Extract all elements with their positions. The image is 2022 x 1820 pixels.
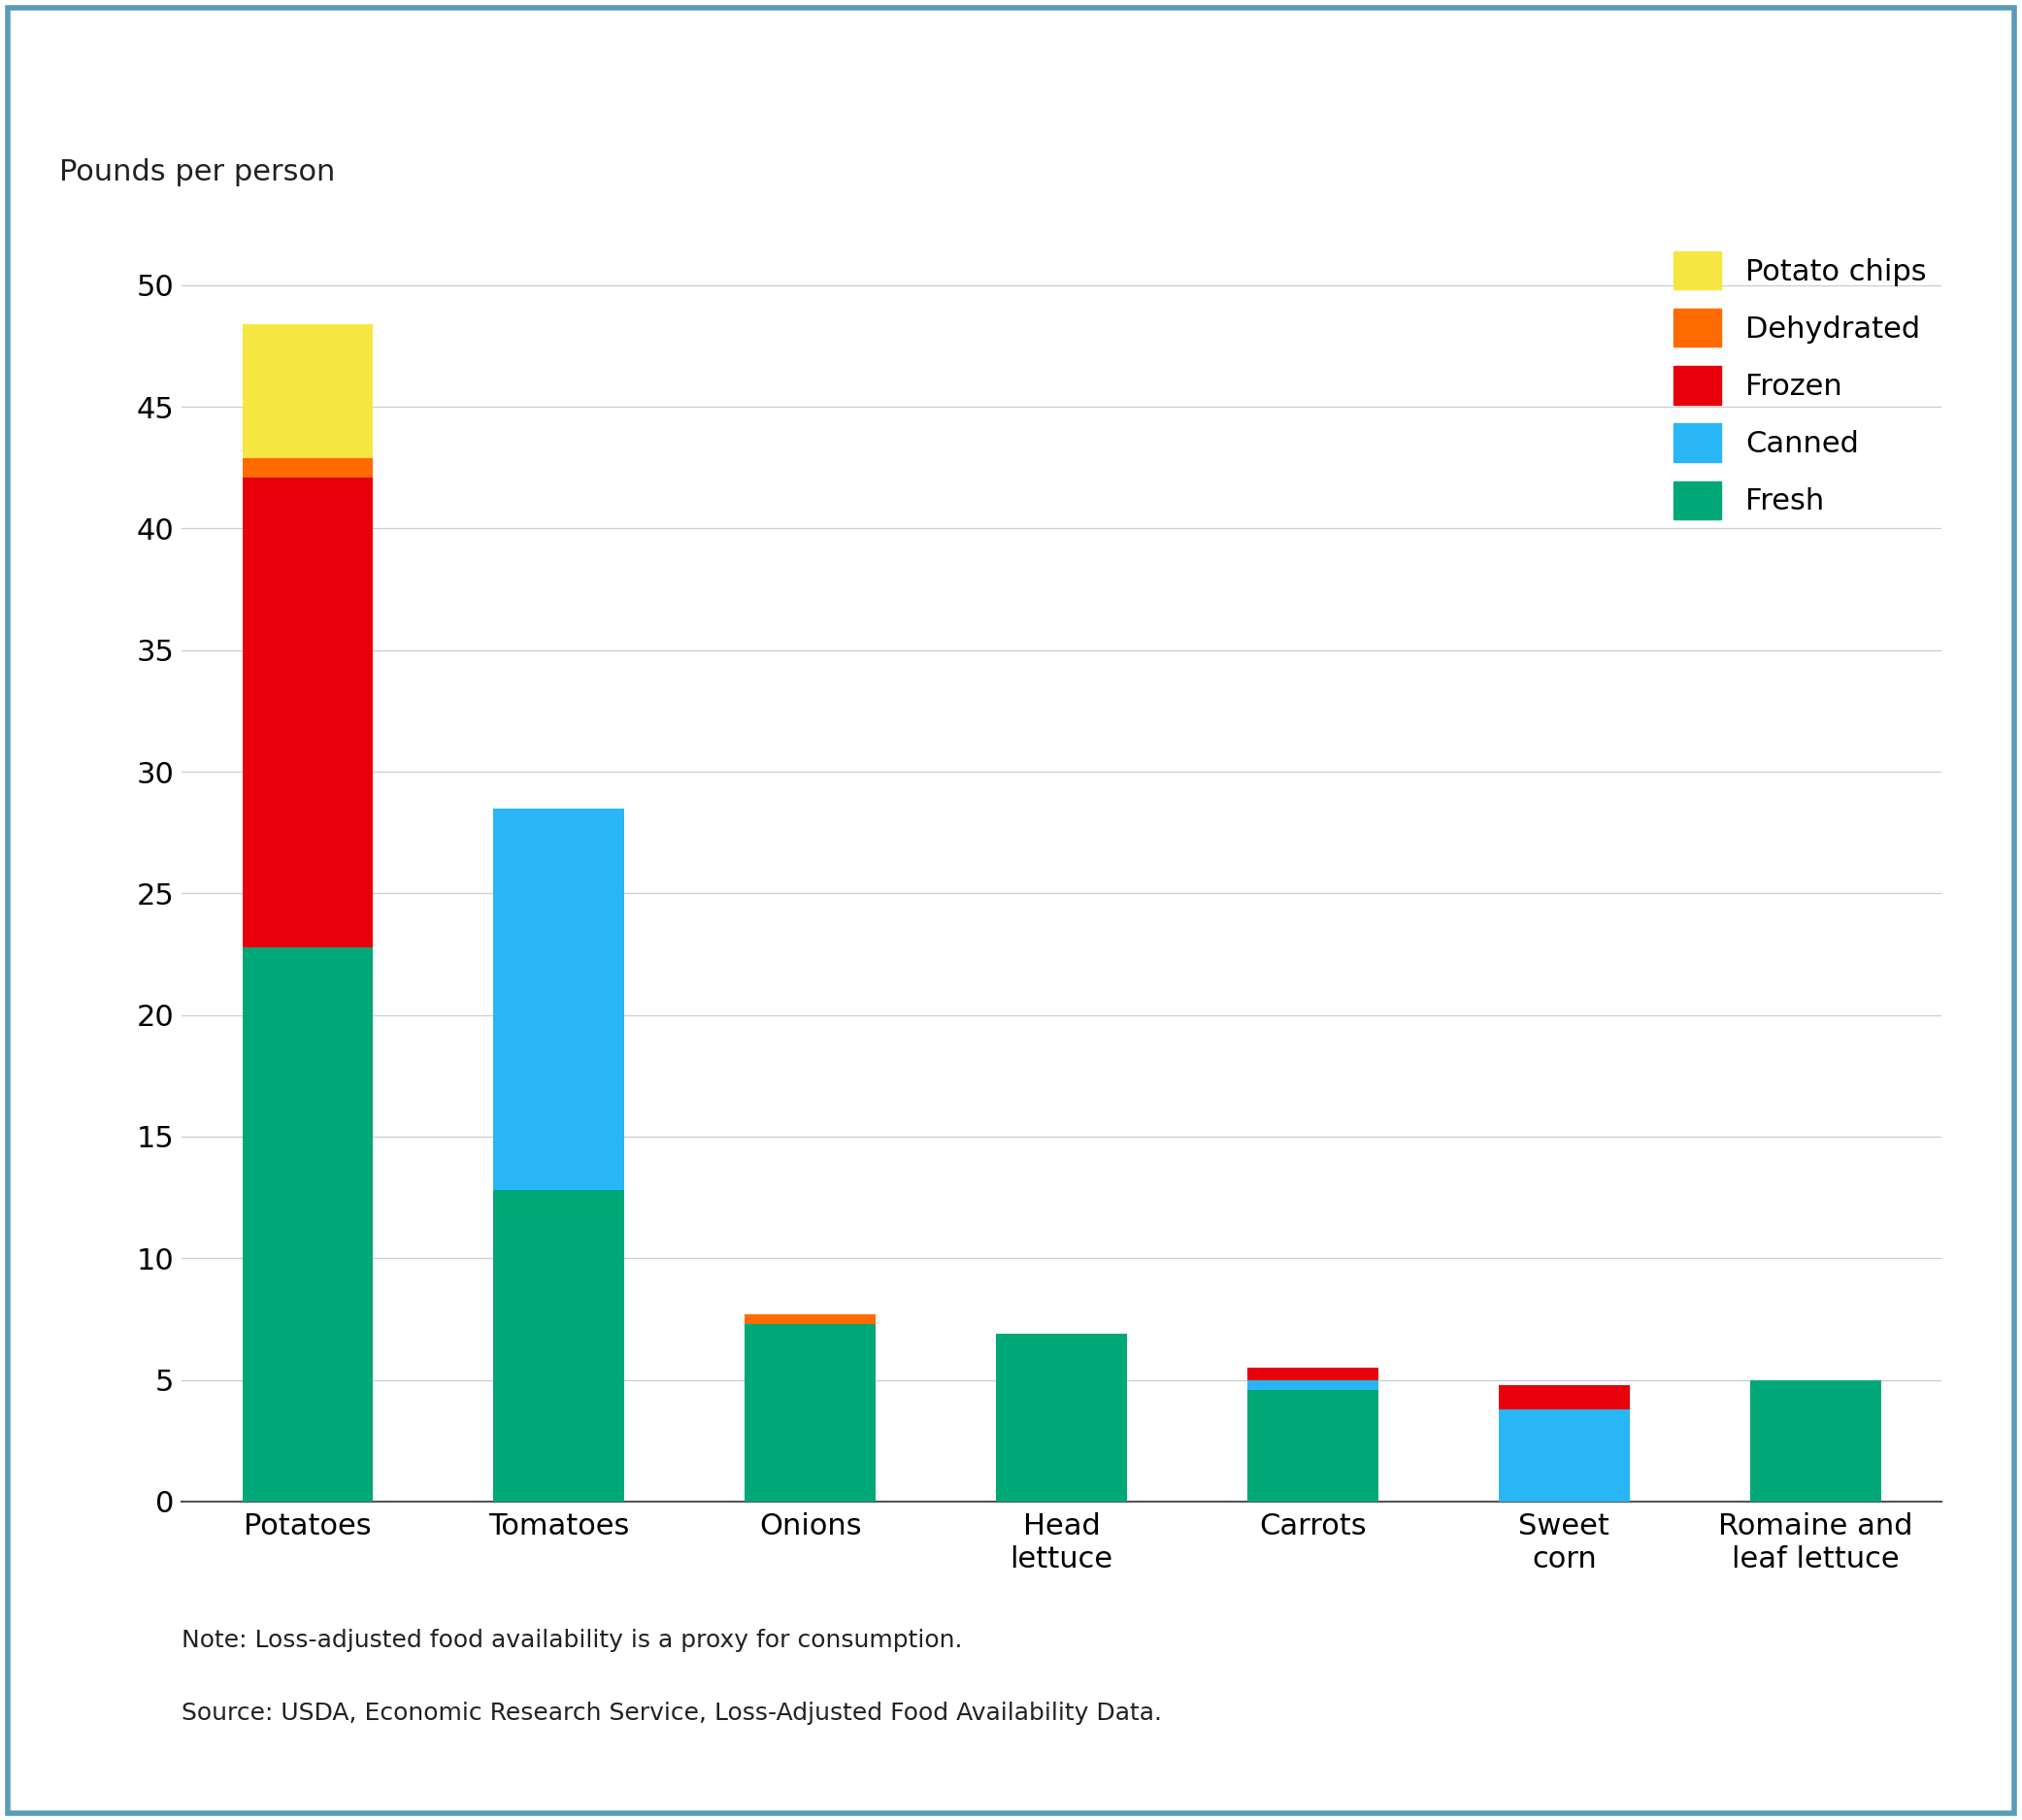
Bar (1248, 1367, 1379, 1380)
Legend: Potato chips, Dehydrated, Frozen, Canned, Fresh: Potato chips, Dehydrated, Frozen, Canned… (1674, 251, 1927, 519)
Bar (243, 946, 372, 1502)
Bar (243, 477, 372, 946)
Bar (493, 1190, 625, 1502)
Bar (243, 324, 372, 459)
Bar (243, 459, 372, 477)
Bar (1751, 1380, 1880, 1502)
Text: Note: Loss-adjusted food availability is a proxy for consumption.: Note: Loss-adjusted food availability is… (182, 1629, 962, 1653)
Bar (1498, 1385, 1630, 1409)
Bar (1248, 1380, 1379, 1390)
Text: U.S. per capita loss-adjusted vegetable availability, 2015: U.S. per capita loss-adjusted vegetable … (44, 78, 1525, 122)
Bar (1248, 1390, 1379, 1502)
Bar (493, 808, 625, 1190)
Text: Pounds per person: Pounds per person (59, 158, 336, 186)
Text: Source: USDA, Economic Research Service, Loss-Adjusted Food Availability Data.: Source: USDA, Economic Research Service,… (182, 1702, 1163, 1725)
Bar (744, 1314, 876, 1323)
Bar (1498, 1409, 1630, 1501)
Bar (744, 1323, 876, 1502)
Bar (997, 1334, 1126, 1502)
